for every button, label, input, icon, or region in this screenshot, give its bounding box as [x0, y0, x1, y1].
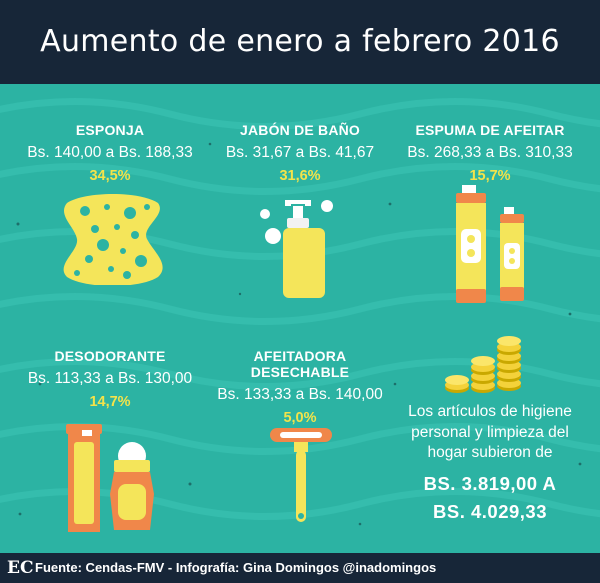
item-percent: 14,7%: [89, 394, 131, 410]
summary-text: Los artículos de higiene personal y limp…: [408, 403, 572, 461]
item-espuma-de-afeitar: ESPUMA DE AFEITAR Bs. 268,33 a Bs. 310,3…: [402, 122, 578, 184]
item-percent: 31,6%: [279, 168, 321, 184]
item-percent: 34,5%: [89, 168, 131, 184]
item-desodorante: DESODORANTE Bs. 113,33 a Bs. 130,00 14,7…: [22, 348, 198, 410]
sponge-icon: [63, 194, 163, 285]
item-price-range: Bs. 268,33 a Bs. 310,33: [407, 144, 573, 161]
item-name: DESODORANTE: [54, 348, 166, 364]
item-name: ESPUMA DE AFEITAR: [415, 122, 565, 138]
item-price-range: Bs. 133,33 a Bs. 140,00: [217, 386, 383, 403]
summary-to: BS. 4.029,33: [433, 500, 547, 522]
deodorant-icon: [66, 424, 154, 532]
soap-dispenser-icon: [260, 200, 333, 298]
source-credit: Fuente: Cendas-FMV - Infografía: Gina Do…: [35, 560, 437, 575]
footer-bar: EC Fuente: Cendas-FMV - Infografía: Gina…: [0, 553, 600, 583]
item-afeitadora-desechable: AFEITADORA DESECHABLE Bs. 133,33 a Bs. 1…: [212, 348, 388, 426]
item-esponja: ESPONJA Bs. 140,00 a Bs. 188,33 34,5%: [22, 122, 198, 184]
item-name: ESPONJA: [75, 122, 145, 138]
shaving-foam-icon: [456, 185, 524, 303]
summary: Los artículos de higiene personal y limp…: [405, 402, 575, 526]
item-price-range: Bs. 140,00 a Bs. 188,33: [27, 144, 193, 161]
page-title: Aumento de enero a febrero 2016: [40, 24, 560, 59]
summary-from: BS. 3.819,00 A: [423, 472, 557, 494]
header-bar: Aumento de enero a febrero 2016: [0, 0, 600, 84]
item-price-range: Bs. 31,67 a Bs. 41,67: [225, 144, 375, 161]
summary-amount: BS. 3.819,00 A BS. 4.029,33: [405, 470, 575, 526]
razor-icon: [270, 428, 332, 522]
logo: EC: [7, 558, 34, 578]
coins-icon: [445, 336, 521, 393]
item-name: AFEITADORA DESECHABLE: [250, 348, 350, 380]
item-jabon-de-bano: JABÓN DE BAÑO Bs. 31,67 a Bs. 41,67 31,6…: [212, 122, 388, 184]
item-percent: 15,7%: [469, 168, 511, 184]
item-name: JABÓN DE BAÑO: [239, 122, 361, 138]
item-percent: 5,0%: [283, 410, 317, 426]
item-price-range: Bs. 113,33 a Bs. 130,00: [27, 370, 193, 387]
